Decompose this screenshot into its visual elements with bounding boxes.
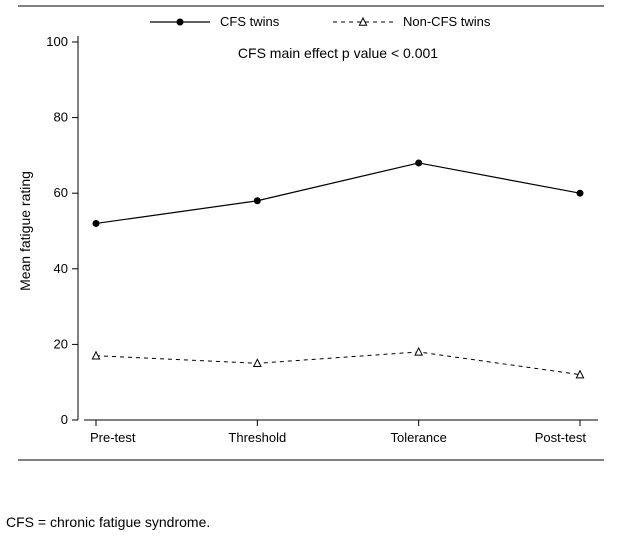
y-tick-label: 40 <box>54 261 68 276</box>
annotation-text: CFS main effect p value < 0.001 <box>238 45 438 61</box>
y-axis-label: Mean fatigue rating <box>17 171 33 291</box>
marker-circle <box>177 19 184 26</box>
y-tick-label: 100 <box>46 34 68 49</box>
y-tick-label: 20 <box>54 336 68 351</box>
footnote-text: CFS = chronic fatigue syndrome. <box>6 514 210 530</box>
y-tick-label: 0 <box>61 412 68 427</box>
legend-label: Non-CFS twins <box>403 14 491 29</box>
x-tick-label: Threshold <box>228 430 286 445</box>
series-line <box>96 352 580 375</box>
marker-triangle <box>254 359 261 366</box>
marker-circle <box>254 197 261 204</box>
marker-circle <box>415 159 422 166</box>
marker-triangle <box>415 348 422 355</box>
y-tick-label: 60 <box>54 185 68 200</box>
marker-circle <box>93 220 100 227</box>
marker-circle <box>577 190 584 197</box>
y-tick-label: 80 <box>54 110 68 125</box>
x-tick-label: Post-test <box>535 430 587 445</box>
x-tick-label: Pre-test <box>90 430 136 445</box>
fatigue-line-chart: 0 20 40 60 80 100 Mean fatigue rating Pre-test T… <box>0 0 622 480</box>
marker-triangle <box>92 352 99 359</box>
figure-page: 0 20 40 60 80 100 Mean fatigue rating Pre-test T… <box>0 0 622 538</box>
series-line <box>96 163 580 223</box>
x-tick-label: Tolerance <box>390 430 446 445</box>
legend-label: CFS twins <box>220 14 280 29</box>
